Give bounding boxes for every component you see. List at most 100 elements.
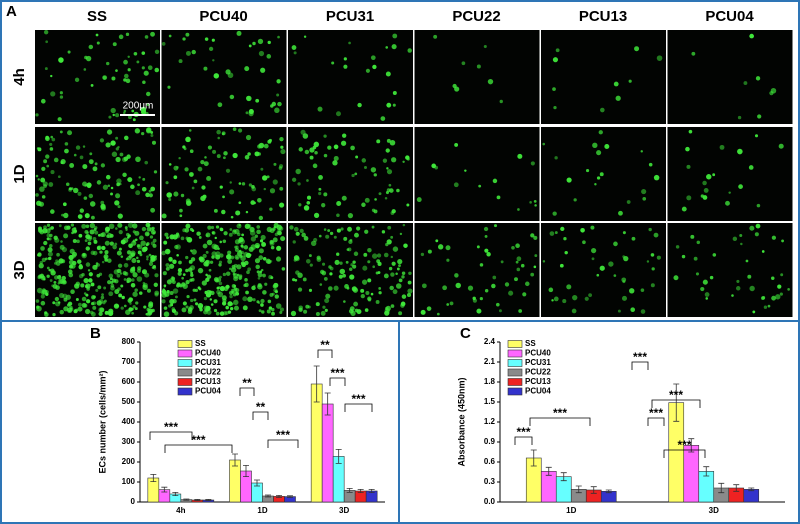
cell-dot xyxy=(777,284,782,289)
cell-dot xyxy=(140,240,146,246)
cell-dot xyxy=(349,274,355,280)
cell-dot xyxy=(172,259,177,265)
cell-dot xyxy=(343,64,348,69)
significance-label: *** xyxy=(633,350,647,364)
cell-dot xyxy=(35,193,39,197)
cell-dot xyxy=(47,251,53,257)
cell-dot xyxy=(50,135,54,139)
cell-dot xyxy=(273,288,278,293)
row-label: 3D xyxy=(11,260,28,279)
cell-dot xyxy=(180,236,185,241)
cell-dot xyxy=(298,147,303,152)
cell-dot xyxy=(115,193,121,199)
cell-dot xyxy=(125,228,128,231)
legend-swatch xyxy=(177,387,193,396)
cell-dot xyxy=(39,260,43,265)
cell-dot xyxy=(43,159,48,164)
cell-dot xyxy=(268,275,273,280)
legend-label: PCU22 xyxy=(195,368,221,377)
cell-dot xyxy=(301,232,306,238)
cell-dot xyxy=(184,167,189,172)
cell-dot xyxy=(297,287,303,292)
cell-dot xyxy=(385,242,389,247)
legend-label: PCU31 xyxy=(525,358,551,367)
cell-dot xyxy=(49,243,53,248)
cell-dot xyxy=(171,280,176,284)
cell-dot xyxy=(59,91,63,95)
cell-dot xyxy=(229,294,233,299)
cell-dot xyxy=(351,173,355,178)
cell-dot xyxy=(591,257,595,261)
cell-dot xyxy=(563,237,567,241)
micrograph xyxy=(414,30,540,124)
cell-dot xyxy=(78,302,82,307)
cell-dot xyxy=(168,258,173,262)
cell-dot xyxy=(162,271,167,276)
cell-dot xyxy=(47,247,53,253)
cell-dot xyxy=(78,233,83,238)
cell-dot xyxy=(364,308,369,312)
cell-dot xyxy=(107,310,114,317)
cell-dot xyxy=(308,288,313,292)
cell-dot xyxy=(271,311,275,316)
error-bar xyxy=(161,486,168,493)
cell-dot xyxy=(229,181,232,184)
cell-dot xyxy=(109,277,113,281)
cell-dot xyxy=(64,142,69,146)
cell-dot xyxy=(395,272,398,276)
x-tick-label: 3D xyxy=(339,506,349,515)
cell-dot xyxy=(207,145,213,150)
cell-dot xyxy=(88,44,94,50)
cell-dot xyxy=(302,277,307,282)
cell-dot xyxy=(78,273,84,279)
cell-dot xyxy=(152,243,157,248)
cell-dot xyxy=(142,177,146,181)
cell-dot xyxy=(406,203,410,207)
cell-dot xyxy=(45,40,49,44)
cell-dot xyxy=(79,208,85,213)
cell-dot xyxy=(73,153,77,157)
significance-bracket xyxy=(149,431,193,440)
cell-dot xyxy=(552,57,559,63)
cell-dot xyxy=(333,285,339,291)
cell-dot xyxy=(258,248,264,254)
cell-dot xyxy=(121,295,125,300)
cell-dot xyxy=(630,307,636,313)
legend-swatch xyxy=(507,359,523,367)
cell-dot xyxy=(242,305,248,311)
cell-dot xyxy=(745,259,749,263)
cell-dot xyxy=(89,222,96,229)
cell-dot xyxy=(709,275,714,280)
significance-bracket xyxy=(317,349,333,358)
cell-dot xyxy=(41,257,47,263)
cell-dot xyxy=(137,266,142,271)
cell-dot xyxy=(388,183,392,187)
cell-dot xyxy=(116,182,121,187)
significance-label: *** xyxy=(669,388,683,402)
y-axis-label: Absorbance (450nm) xyxy=(456,377,466,466)
significance-bracket xyxy=(164,444,233,453)
cell-dot xyxy=(136,276,143,282)
micrograph xyxy=(288,30,413,124)
cell-dot xyxy=(41,275,45,280)
cell-dot xyxy=(225,69,231,75)
cell-dot xyxy=(99,138,105,143)
legend-label: SS xyxy=(195,339,206,348)
cell-dot xyxy=(111,76,116,81)
cell-dot xyxy=(384,310,390,316)
cell-dot xyxy=(59,309,64,315)
cell-dot xyxy=(396,267,400,271)
cell-dot xyxy=(80,283,85,288)
cell-dot xyxy=(554,156,558,160)
cell-dot xyxy=(333,155,339,161)
cell-dot xyxy=(115,304,119,308)
cell-dot xyxy=(225,168,231,173)
cell-dot xyxy=(150,134,154,138)
cell-dot xyxy=(134,307,138,311)
cell-dot xyxy=(345,260,349,264)
cell-dot xyxy=(737,148,743,155)
cell-dot xyxy=(191,186,195,190)
cell-dot xyxy=(96,41,100,45)
error-bar xyxy=(183,498,190,501)
cell-dot xyxy=(249,253,252,257)
